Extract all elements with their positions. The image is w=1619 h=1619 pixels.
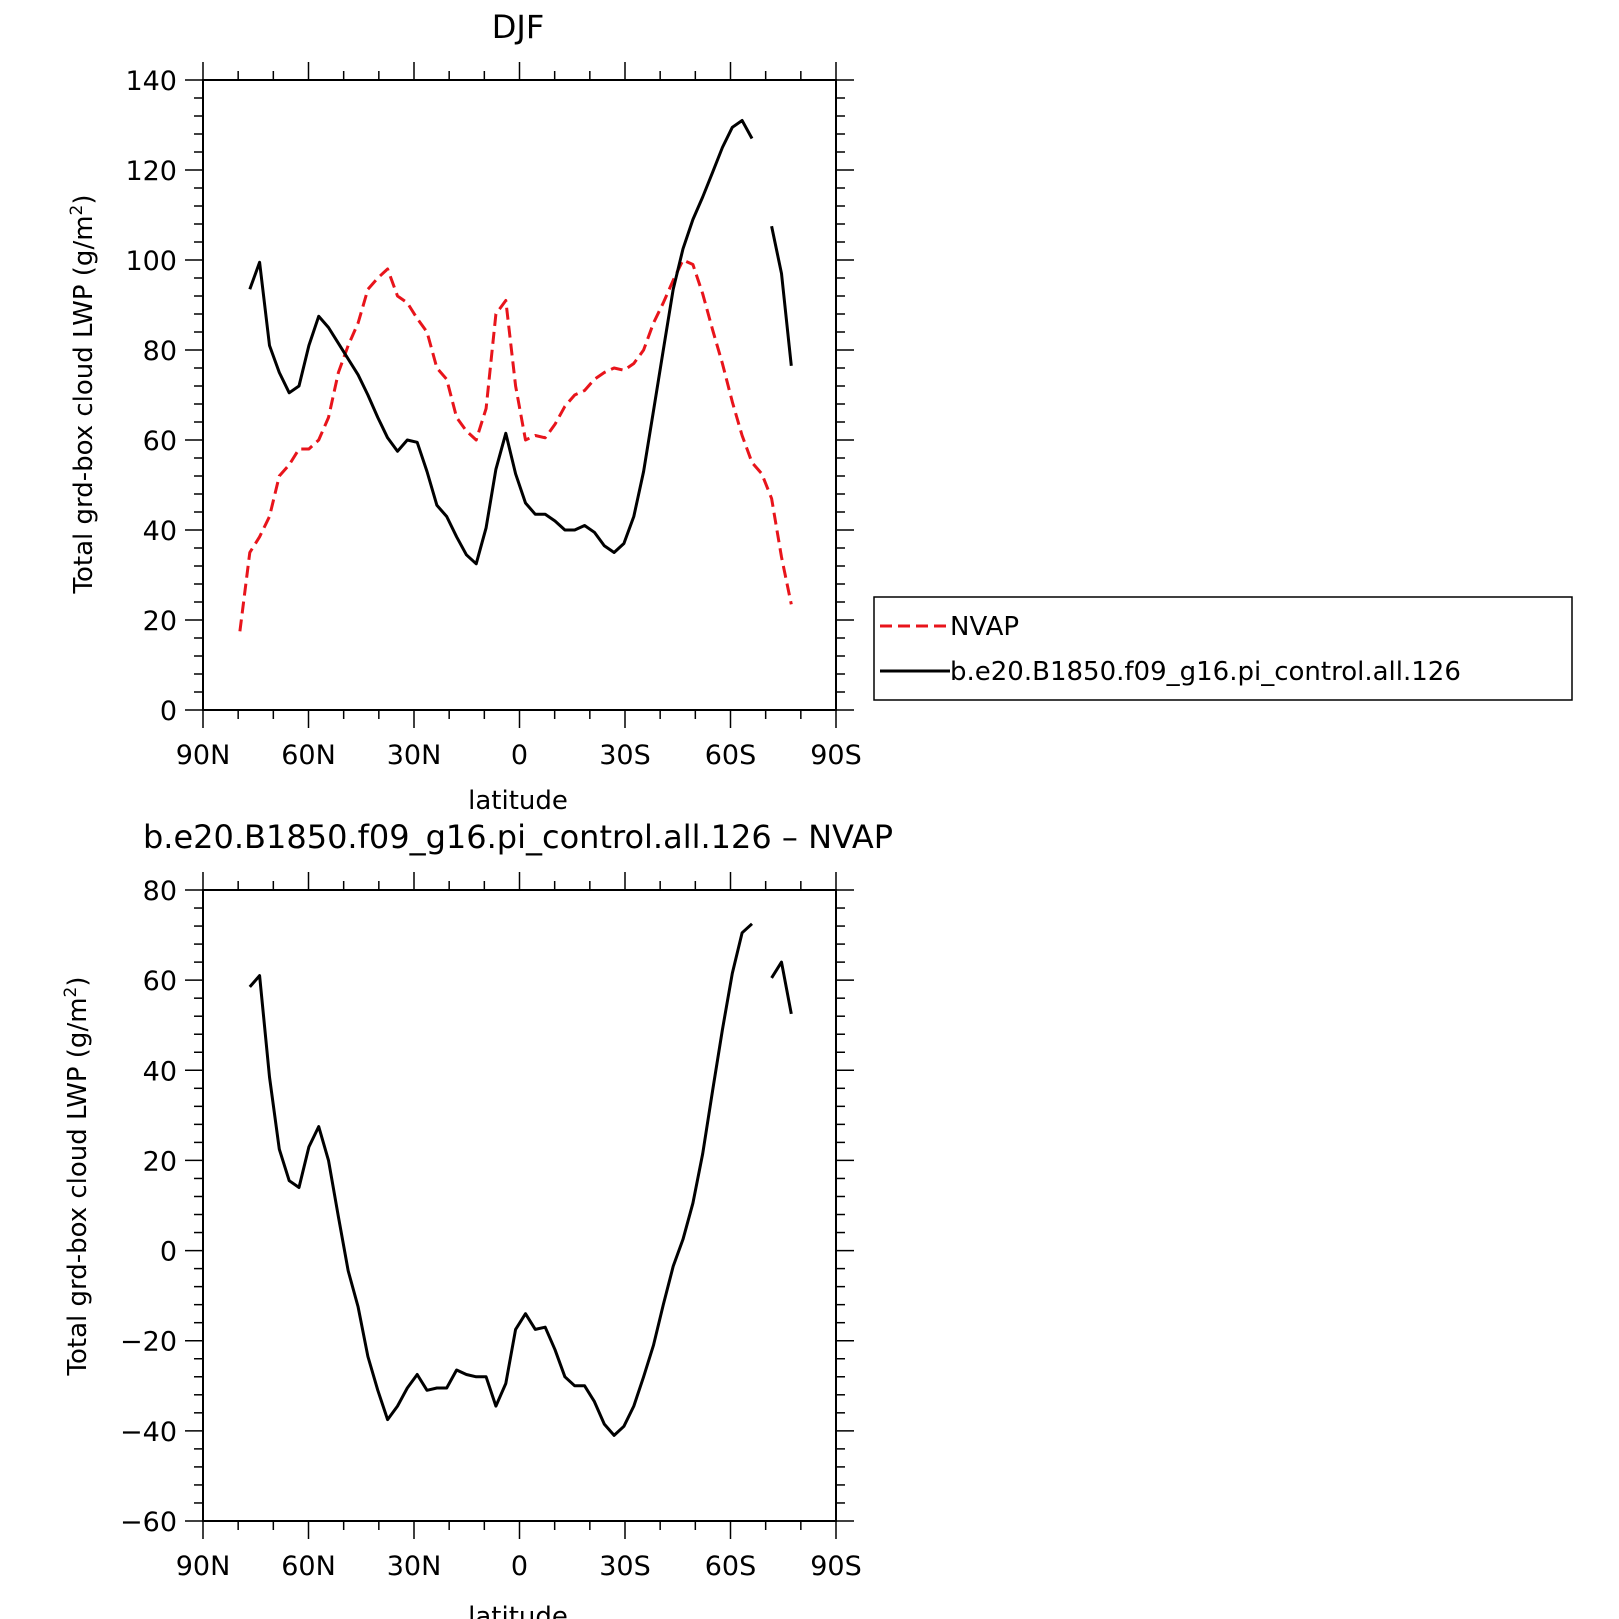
series-lines bbox=[238, 119, 793, 632]
y-tick-label: −20 bbox=[120, 1327, 177, 1358]
panel-difference: b.e20.B1850.f09_g16.pi_control.all.126 –… bbox=[61, 818, 893, 1619]
y-tick-label: 100 bbox=[125, 246, 177, 277]
x-tick-label: 90N bbox=[176, 1551, 231, 1582]
x-tick-label: 90N bbox=[176, 740, 231, 771]
series-line-difference bbox=[770, 960, 793, 1015]
x-tick-label: 0 bbox=[511, 740, 528, 771]
y-axis-label: Total grd-box cloud LWP (g/m2) bbox=[67, 194, 99, 594]
y-tick-label: 0 bbox=[160, 1237, 177, 1268]
series-line-nvap bbox=[238, 258, 793, 632]
x-tick-label: 90S bbox=[810, 740, 862, 771]
x-tick-label: 60N bbox=[281, 1551, 336, 1582]
x-tick-label: 0 bbox=[511, 1551, 528, 1582]
x-tick-label: 30N bbox=[387, 740, 442, 771]
x-tick-label: 60S bbox=[705, 1551, 757, 1582]
panel-title-djf: DJF bbox=[492, 8, 544, 46]
y-tick-label: 60 bbox=[143, 966, 177, 997]
y-tick-label: 20 bbox=[143, 606, 177, 637]
axes: 0 20 40 60 80 100 120 140 90N 60N 30N 0 30S 60S 90S bbox=[125, 62, 862, 771]
x-tick-label: 30N bbox=[387, 1551, 442, 1582]
series-line-b-e20-b1850-f09-g16-pi-control-all-126 bbox=[770, 225, 793, 366]
legend-box bbox=[873, 596, 1573, 701]
y-tick-label: 40 bbox=[143, 516, 177, 547]
y-tick-label: −40 bbox=[120, 1417, 177, 1448]
series-line-difference bbox=[248, 922, 754, 1437]
x-tick-label: 60N bbox=[281, 740, 336, 771]
series-lines bbox=[248, 922, 793, 1437]
panel-djf: DJF latitude Total grd-box cloud LWP (g/… bbox=[67, 8, 1573, 816]
y-tick-label: 0 bbox=[160, 696, 177, 727]
plot-frame bbox=[202, 889, 837, 1522]
plot-frame bbox=[202, 79, 837, 711]
y-tick-label: 40 bbox=[143, 1056, 177, 1087]
y-tick-label: 20 bbox=[143, 1146, 177, 1177]
x-tick-label: 60S bbox=[705, 740, 757, 771]
y-tick-label: 80 bbox=[143, 336, 177, 367]
y-tick-label: 120 bbox=[125, 156, 177, 187]
x-axis-label: latitude bbox=[468, 786, 568, 816]
y-tick-label: 80 bbox=[143, 876, 177, 907]
legend: NVAP b.e20.B1850.f09_g16.pi_control.all.… bbox=[873, 596, 1573, 701]
y-tick-label: −60 bbox=[120, 1507, 177, 1538]
series-line-b-e20-b1850-f09-g16-pi-control-all-126 bbox=[248, 119, 754, 566]
y-tick-label: 140 bbox=[125, 66, 177, 97]
y-axis-label: Total grd-box cloud LWP (g/m2) bbox=[61, 976, 93, 1376]
y-tick-label: 60 bbox=[143, 426, 177, 457]
axes: −60 −40 −20 0 20 40 60 80 90N 60N 30N 0 30S 60S 90S bbox=[120, 872, 862, 1582]
x-tick-label: 30S bbox=[599, 740, 651, 771]
x-tick-label: 90S bbox=[810, 1551, 862, 1582]
x-axis-label: latitude bbox=[468, 1602, 568, 1619]
x-tick-label: 30S bbox=[599, 1551, 651, 1582]
panel-title-difference: b.e20.B1850.f09_g16.pi_control.all.126 –… bbox=[143, 818, 893, 856]
legend-label-model: b.e20.B1850.f09_g16.pi_control.all.126 bbox=[950, 657, 1461, 687]
legend-label-nvap: NVAP bbox=[950, 612, 1019, 642]
